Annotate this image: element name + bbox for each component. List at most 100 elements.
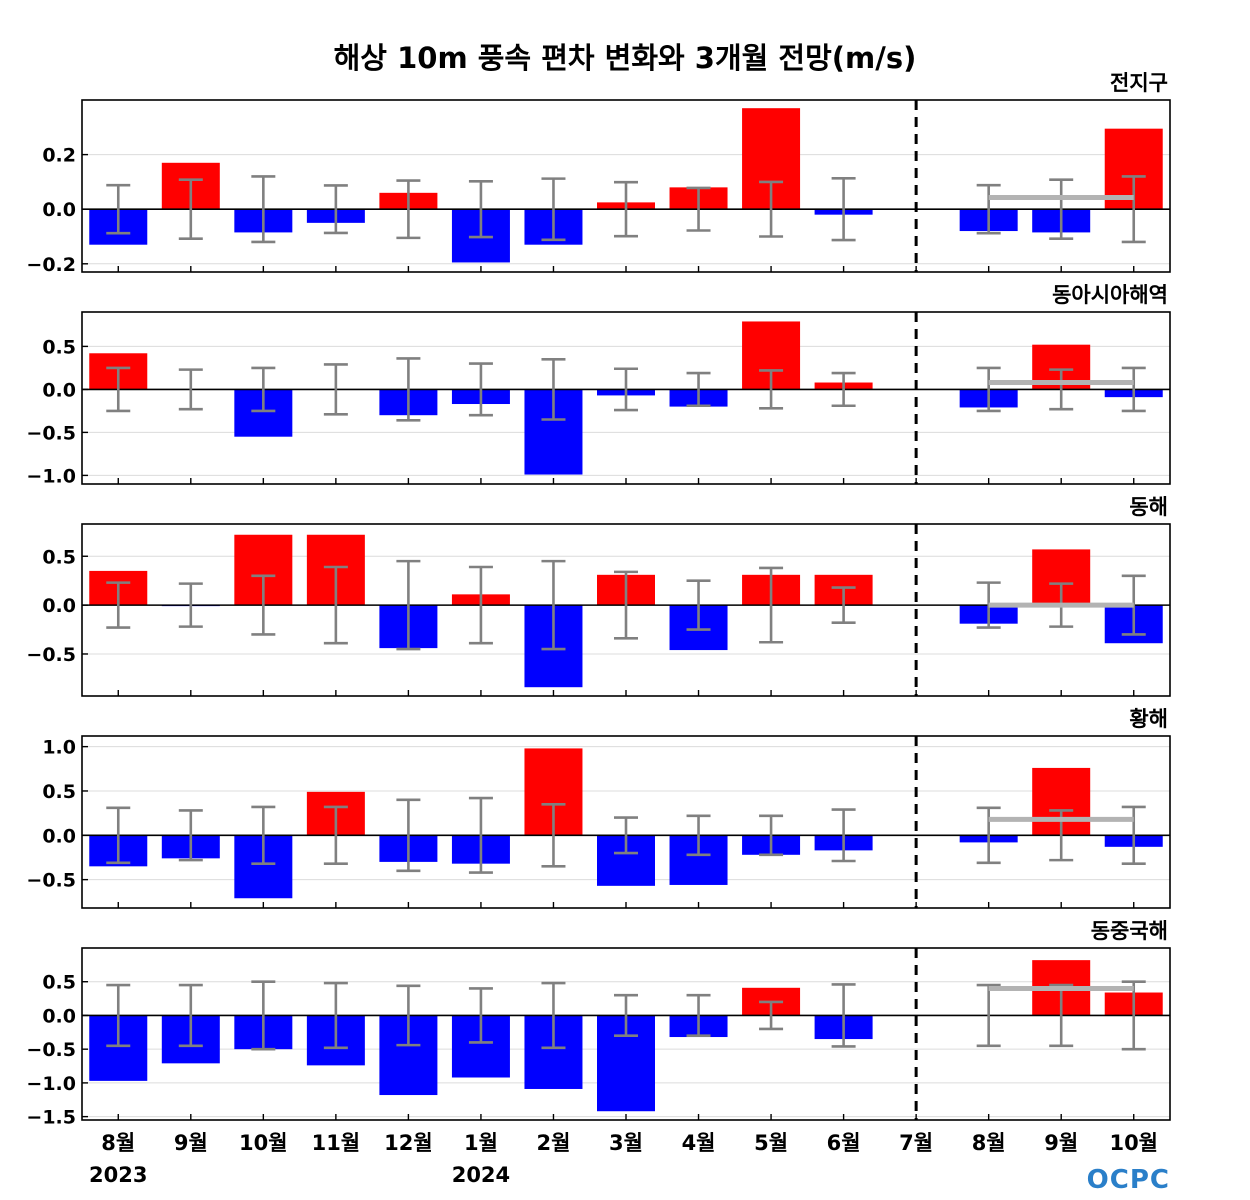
error-bar — [976, 183, 1001, 235]
error-bar — [251, 574, 276, 636]
error-bar — [468, 796, 493, 874]
error-bar — [976, 983, 1001, 1048]
error-bar — [251, 805, 276, 865]
error-bar — [323, 805, 348, 865]
x-tick-label: 10월 — [1109, 1131, 1158, 1155]
error-bar — [614, 816, 638, 855]
error-bar — [106, 806, 131, 865]
y-tick-label: −0.5 — [26, 422, 76, 444]
panel-5: −1.5 −1.0 −0.5 0.0 0.5 동중국해 — [26, 919, 1171, 1129]
error-bar — [1121, 366, 1146, 413]
x-tick-label: 4월 — [682, 1131, 716, 1155]
x-year-label: 2023 — [89, 1163, 147, 1187]
error-bar — [759, 566, 784, 644]
y-tick-label: 0.0 — [42, 595, 76, 617]
error-bar — [251, 175, 276, 244]
error-bar — [614, 367, 638, 412]
y-tick-label: −0.2 — [26, 254, 76, 276]
x-tick-label: 1월 — [464, 1131, 498, 1155]
error-bar — [106, 366, 131, 413]
x-tick-label: 12월 — [384, 1131, 433, 1155]
y-tick-label: 0.2 — [42, 145, 76, 167]
error-bar — [323, 184, 348, 235]
y-tick-label: 0.0 — [42, 379, 76, 401]
panel-frame — [81, 947, 1171, 1121]
error-bar — [468, 180, 493, 239]
error-bar — [323, 363, 348, 416]
x-tick-label: 3월 — [609, 1131, 643, 1155]
x-tick-label: 6월 — [827, 1131, 861, 1155]
y-tick-label: −1.0 — [26, 465, 76, 487]
y-tick-label: −1.5 — [26, 1107, 76, 1129]
error-bar — [541, 559, 566, 651]
error-bar — [614, 570, 638, 640]
y-tick-label: 0.5 — [42, 972, 76, 994]
error-bar — [468, 987, 493, 1044]
y-tick-label: 0.0 — [42, 825, 76, 847]
error-bar — [831, 586, 856, 625]
x-year-label: 2024 — [452, 1163, 510, 1187]
error-bar — [1121, 175, 1146, 244]
ocpc-logo: OCPC — [1087, 1165, 1170, 1195]
error-bar — [541, 981, 566, 1050]
error-bar — [831, 983, 856, 1048]
error-bar — [323, 981, 348, 1050]
x-tick-label: 9월 — [174, 1131, 208, 1155]
chart-title: 해상 10m 풍속 편차 변화와 3개월 전망(m/s) — [334, 41, 917, 75]
error-bar — [686, 993, 711, 1037]
error-bar — [1121, 805, 1146, 865]
error-bar — [1049, 983, 1074, 1048]
panel-region-label: 동중국해 — [1091, 919, 1168, 943]
x-tick-label: 8월 — [101, 1131, 135, 1155]
x-tick-label: 5월 — [754, 1131, 788, 1155]
panel-frame — [81, 99, 1171, 273]
panels: −0.2 0.0 0.2 전지구 −1.0 −0.5 0.0 0.5 동아시아해역 −0.5 0.0… — [26, 71, 1171, 1129]
error-bar — [251, 366, 276, 413]
error-bar — [541, 177, 566, 242]
error-bar — [759, 814, 784, 857]
error-bar — [759, 180, 784, 238]
x-tick-label: 7월 — [899, 1131, 933, 1155]
error-bar — [106, 983, 131, 1048]
error-bar — [976, 366, 1001, 413]
y-tick-label: −1.0 — [26, 1073, 76, 1095]
error-bar — [1049, 178, 1074, 240]
error-bar — [251, 980, 276, 1051]
error-bar — [1049, 368, 1074, 411]
y-tick-label: 0.5 — [42, 546, 76, 568]
error-bar — [396, 984, 421, 1047]
x-tick-label: 8월 — [972, 1131, 1006, 1155]
error-bar — [106, 581, 131, 629]
error-bar — [759, 369, 784, 410]
error-bar — [396, 357, 421, 422]
error-bar — [614, 993, 638, 1037]
panel-frame — [81, 735, 1171, 909]
error-bar — [396, 559, 421, 651]
error-bar — [831, 177, 856, 242]
x-tick-label: 10월 — [239, 1131, 288, 1155]
y-tick-label: −0.5 — [26, 644, 76, 666]
error-bar — [106, 183, 131, 235]
panel-frame — [81, 523, 1171, 697]
panel-2: −1.0 −0.5 0.0 0.5 동아시아해역 — [26, 283, 1171, 487]
panel-4: −0.5 0.0 0.5 1.0 황해 — [26, 707, 1171, 909]
error-bar — [396, 798, 421, 873]
y-tick-label: 0.5 — [42, 336, 76, 358]
error-bar — [831, 371, 856, 408]
error-bar — [178, 178, 203, 240]
error-bar — [178, 368, 203, 411]
error-bar — [178, 809, 203, 862]
panel-region-label: 동해 — [1129, 495, 1168, 519]
error-bar — [323, 565, 348, 645]
error-bar — [686, 371, 711, 408]
y-tick-label: −0.5 — [26, 870, 76, 892]
panel-region-label: 황해 — [1129, 707, 1168, 731]
panel-frame — [81, 311, 1171, 485]
y-tick-label: −0.5 — [26, 1039, 76, 1061]
y-tick-label: 0.0 — [42, 1005, 76, 1027]
y-tick-label: 0.5 — [42, 781, 76, 803]
error-bar — [396, 179, 421, 240]
error-bar — [541, 802, 566, 868]
error-bar — [178, 983, 203, 1048]
x-tick-label: 11월 — [312, 1131, 361, 1155]
